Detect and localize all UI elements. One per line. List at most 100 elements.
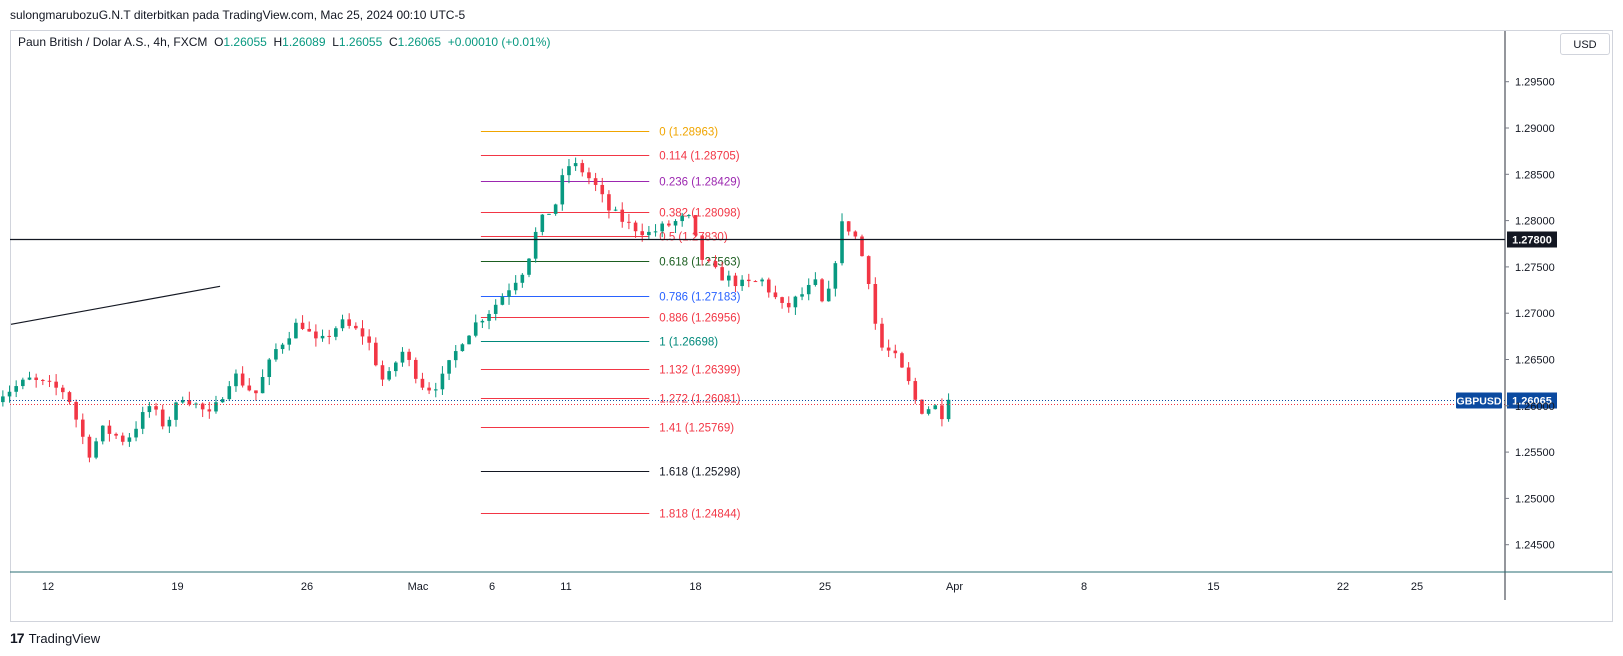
- candle-body: [500, 296, 505, 305]
- candle-body: [280, 344, 285, 350]
- candle-body: [640, 231, 645, 236]
- close-value: 1.26065: [397, 35, 442, 49]
- candle-body: [87, 436, 92, 458]
- fib-level-label: 0.5 (1.27830): [659, 232, 728, 244]
- price-tick-label: 1.25500: [1515, 447, 1555, 459]
- horizontal-line-price-tag: [1507, 231, 1557, 248]
- candle-body: [447, 360, 451, 374]
- candle-body: [707, 259, 711, 261]
- candle-body: [580, 163, 585, 173]
- candle-body: [920, 399, 924, 414]
- candle-body: [620, 209, 625, 222]
- candle-body: [147, 406, 152, 413]
- candle-body: [27, 377, 32, 380]
- tradingview-logo[interactable]: 17 TradingView: [10, 630, 100, 646]
- candle-body: [140, 412, 145, 429]
- candle-body: [47, 380, 52, 382]
- time-axis: 12 19 26 Mac 6 11 18 25 Apr 8 15 22 25: [10, 571, 1612, 593]
- candle-body: [160, 409, 165, 427]
- fib-level-label: 1.41 (1.25769): [659, 423, 734, 435]
- candle-body: [107, 425, 112, 434]
- candle-body: [234, 373, 238, 387]
- time-tick-label: 12: [42, 581, 54, 593]
- fibonacci-extension: 0 (1.28963) 0.114 (1.28705) 0.236 (1.28429…: [480, 127, 741, 521]
- fib-level-label: 0.236 (1.28429): [659, 177, 740, 189]
- candle-body: [673, 221, 678, 226]
- price-tick-label: 1.29500: [1515, 77, 1555, 89]
- candle-body: [294, 322, 298, 339]
- candle-body: [61, 387, 65, 393]
- fib-level-label: 1.132 (1.26399): [659, 365, 740, 377]
- price-tick-label: 1.26500: [1515, 355, 1555, 367]
- candle-body: [926, 409, 931, 414]
- candle-body: [174, 402, 178, 420]
- candle-body: [793, 296, 798, 308]
- change-value: +0.00010 (+0.01%): [447, 35, 551, 49]
- candle-body: [840, 221, 844, 264]
- fib-level-label: 0 (1.28963): [659, 127, 718, 139]
- candle-body: [866, 256, 871, 285]
- candle-body: [480, 320, 485, 323]
- symbol-info: Paun British / Dolar A.S., 4h, FXCM: [18, 35, 208, 49]
- candle-body: [400, 351, 405, 363]
- time-tick-label: 8: [1081, 581, 1087, 593]
- candle-body: [1, 396, 5, 403]
- candle-body: [653, 231, 658, 233]
- candle-body: [560, 175, 565, 205]
- candle-body: [826, 288, 831, 302]
- candle-body: [820, 279, 824, 302]
- candle-body: [900, 353, 904, 368]
- candle-body: [780, 297, 784, 303]
- candle-body: [354, 325, 358, 329]
- time-tick-label: 25: [1411, 581, 1423, 593]
- time-tick-label: 26: [301, 581, 313, 593]
- candle-body: [513, 282, 518, 291]
- candle-body: [347, 319, 351, 326]
- candle-body: [440, 373, 445, 390]
- candle-body: [314, 331, 318, 339]
- candle-body: [687, 215, 691, 217]
- candle-body: [307, 328, 312, 332]
- tradingview-logo-icon: 17: [10, 630, 25, 646]
- fib-level-label: 0.382 (1.28098): [659, 208, 740, 220]
- currency-button[interactable]: USD: [1560, 33, 1610, 55]
- candle-body: [21, 379, 25, 387]
- time-tick-label: Apr: [946, 581, 963, 593]
- candle-body: [940, 405, 944, 420]
- candle-body: [860, 236, 864, 257]
- candle-body: [334, 328, 338, 337]
- candle-body: [786, 302, 791, 308]
- low-value: 1.26055: [338, 35, 383, 49]
- candle-body: [473, 322, 478, 336]
- candle-body: [647, 231, 651, 236]
- candle-body: [374, 342, 378, 366]
- candle-body: [460, 344, 465, 352]
- fib-level-label: 0.114 (1.28705): [659, 151, 740, 163]
- candle-body: [154, 406, 158, 410]
- candle-body: [240, 373, 245, 386]
- price-tick-label: 1.28500: [1515, 169, 1555, 181]
- time-tick-label: 11: [560, 581, 571, 593]
- candle-body: [733, 275, 738, 287]
- candle-body: [913, 381, 918, 400]
- candle-body: [380, 365, 385, 380]
- candlestick-series: [1, 157, 951, 463]
- candle-body: [260, 377, 265, 394]
- candle-body: [627, 221, 631, 223]
- candle-body: [427, 387, 431, 391]
- symbol-legend: Paun British / Dolar A.S., 4h, FXCM O1.2…: [18, 35, 550, 49]
- candle-body: [727, 275, 731, 281]
- candle-body: [800, 294, 804, 297]
- candle-body: [813, 279, 818, 285]
- candle-body: [207, 409, 212, 412]
- high-label: H: [273, 35, 283, 49]
- candle-body: [873, 284, 878, 324]
- candle-body: [853, 231, 858, 237]
- candle-body: [467, 335, 471, 345]
- candle-body: [713, 260, 718, 268]
- candle-body: [613, 209, 618, 211]
- time-tick-label: 6: [489, 581, 495, 593]
- fib-level-label: 1 (1.26698): [659, 337, 718, 349]
- candle-body: [387, 371, 391, 380]
